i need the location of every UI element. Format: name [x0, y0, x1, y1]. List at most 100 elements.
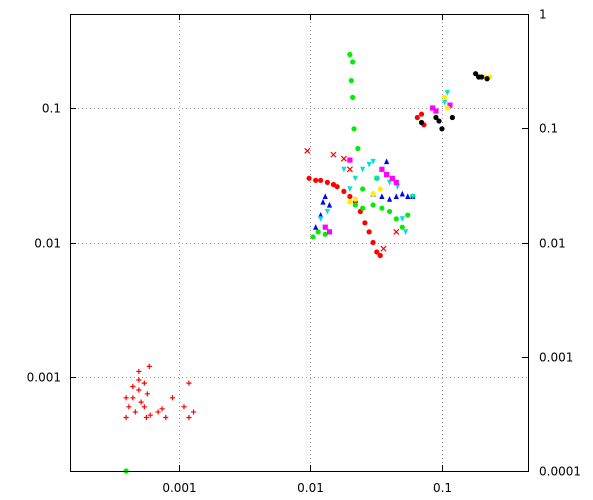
- data-point: [418, 111, 425, 117]
- data-point: [159, 406, 165, 412]
- data-point: [379, 166, 385, 172]
- data-point: [366, 161, 372, 168]
- data-point: [326, 201, 333, 208]
- data-point: [324, 208, 331, 215]
- data-point: [340, 155, 347, 162]
- data-point: [146, 363, 152, 369]
- data-point: [138, 399, 144, 405]
- data-point: [352, 175, 358, 182]
- data-point: [315, 229, 321, 235]
- data-point: [430, 105, 436, 111]
- data-point: [155, 409, 161, 415]
- data-point: [393, 179, 399, 185]
- data-point: [143, 414, 149, 421]
- data-point: [393, 228, 400, 235]
- data-point: [347, 157, 353, 163]
- data-point: [132, 409, 138, 415]
- data-point: [304, 147, 311, 154]
- data-point: [377, 186, 383, 192]
- y-tick-label: 0.1: [42, 102, 61, 116]
- data-point: [399, 190, 405, 197]
- data-point: [313, 177, 319, 183]
- axis-ticks: [70, 14, 528, 472]
- data-points: [123, 51, 493, 474]
- data-point: [123, 395, 129, 401]
- data-point: [442, 94, 448, 100]
- data-point: [374, 175, 380, 182]
- series-4: [313, 158, 416, 230]
- data-point: [379, 205, 385, 211]
- data-point: [484, 76, 490, 82]
- data-point: [433, 108, 439, 114]
- data-point: [318, 216, 324, 222]
- axis-tick-labels: 0.001 0.01 0.1 0.001 0.01 0.1 0.0001 0.001 0.01 0…: [27, 8, 581, 496]
- data-point: [360, 166, 366, 173]
- data-point: [362, 220, 368, 226]
- data-point: [136, 368, 142, 375]
- data-point: [403, 229, 409, 235]
- data-point: [350, 59, 356, 65]
- y2-tick-label: 0.0001: [539, 465, 581, 479]
- data-point: [380, 245, 387, 252]
- x-tick-label: 0.001: [162, 481, 196, 495]
- data-point: [320, 198, 326, 205]
- data-point: [418, 119, 425, 126]
- data-point: [366, 229, 372, 235]
- data-point: [334, 184, 340, 190]
- data-point: [313, 224, 319, 230]
- data-point: [126, 404, 132, 410]
- data-point: [144, 391, 150, 397]
- data-point: [352, 202, 358, 208]
- data-point: [399, 216, 405, 222]
- data-point: [370, 202, 376, 208]
- data-point: [374, 249, 380, 255]
- data-point: [347, 51, 353, 58]
- data-point: [318, 177, 324, 183]
- data-point: [322, 231, 328, 237]
- data-point: [351, 126, 357, 132]
- data-point: [136, 377, 142, 383]
- plot-frame: [70, 14, 529, 472]
- x-tick-label: 0.1: [433, 481, 452, 495]
- data-point: [379, 193, 385, 200]
- data-point: [347, 199, 353, 205]
- data-point: [414, 114, 420, 121]
- data-point: [399, 224, 405, 230]
- data-point: [436, 118, 442, 124]
- data-point: [444, 90, 451, 96]
- data-point: [306, 175, 312, 181]
- y-tick-label: 0.001: [27, 371, 61, 385]
- data-point: [186, 380, 192, 386]
- data-point: [348, 77, 354, 84]
- data-point: [310, 234, 316, 240]
- data-point: [147, 412, 153, 418]
- data-point: [472, 71, 479, 77]
- data-point: [447, 102, 453, 108]
- series-5: [318, 90, 451, 235]
- data-point: [479, 74, 485, 80]
- data-point: [181, 404, 187, 410]
- data-point: [370, 158, 376, 165]
- data-point: [169, 395, 176, 401]
- series-2: [304, 147, 400, 252]
- data-point: [355, 145, 361, 152]
- data-point: [386, 196, 393, 202]
- data-point: [352, 196, 358, 202]
- data-point: [410, 193, 416, 200]
- y2-tick-label: 0.01: [539, 237, 566, 251]
- data-point: [322, 193, 328, 200]
- data-point: [136, 387, 142, 393]
- data-point: [322, 224, 328, 230]
- series-3: [123, 51, 416, 474]
- data-point: [393, 193, 399, 200]
- data-point: [384, 171, 390, 178]
- data-point: [442, 99, 448, 106]
- data-point: [123, 414, 129, 421]
- data-point: [405, 212, 411, 218]
- data-point: [360, 186, 366, 192]
- data-point: [370, 239, 376, 246]
- data-point: [360, 205, 366, 211]
- y2-tick-label: 0.1: [539, 122, 558, 136]
- data-point: [130, 395, 136, 401]
